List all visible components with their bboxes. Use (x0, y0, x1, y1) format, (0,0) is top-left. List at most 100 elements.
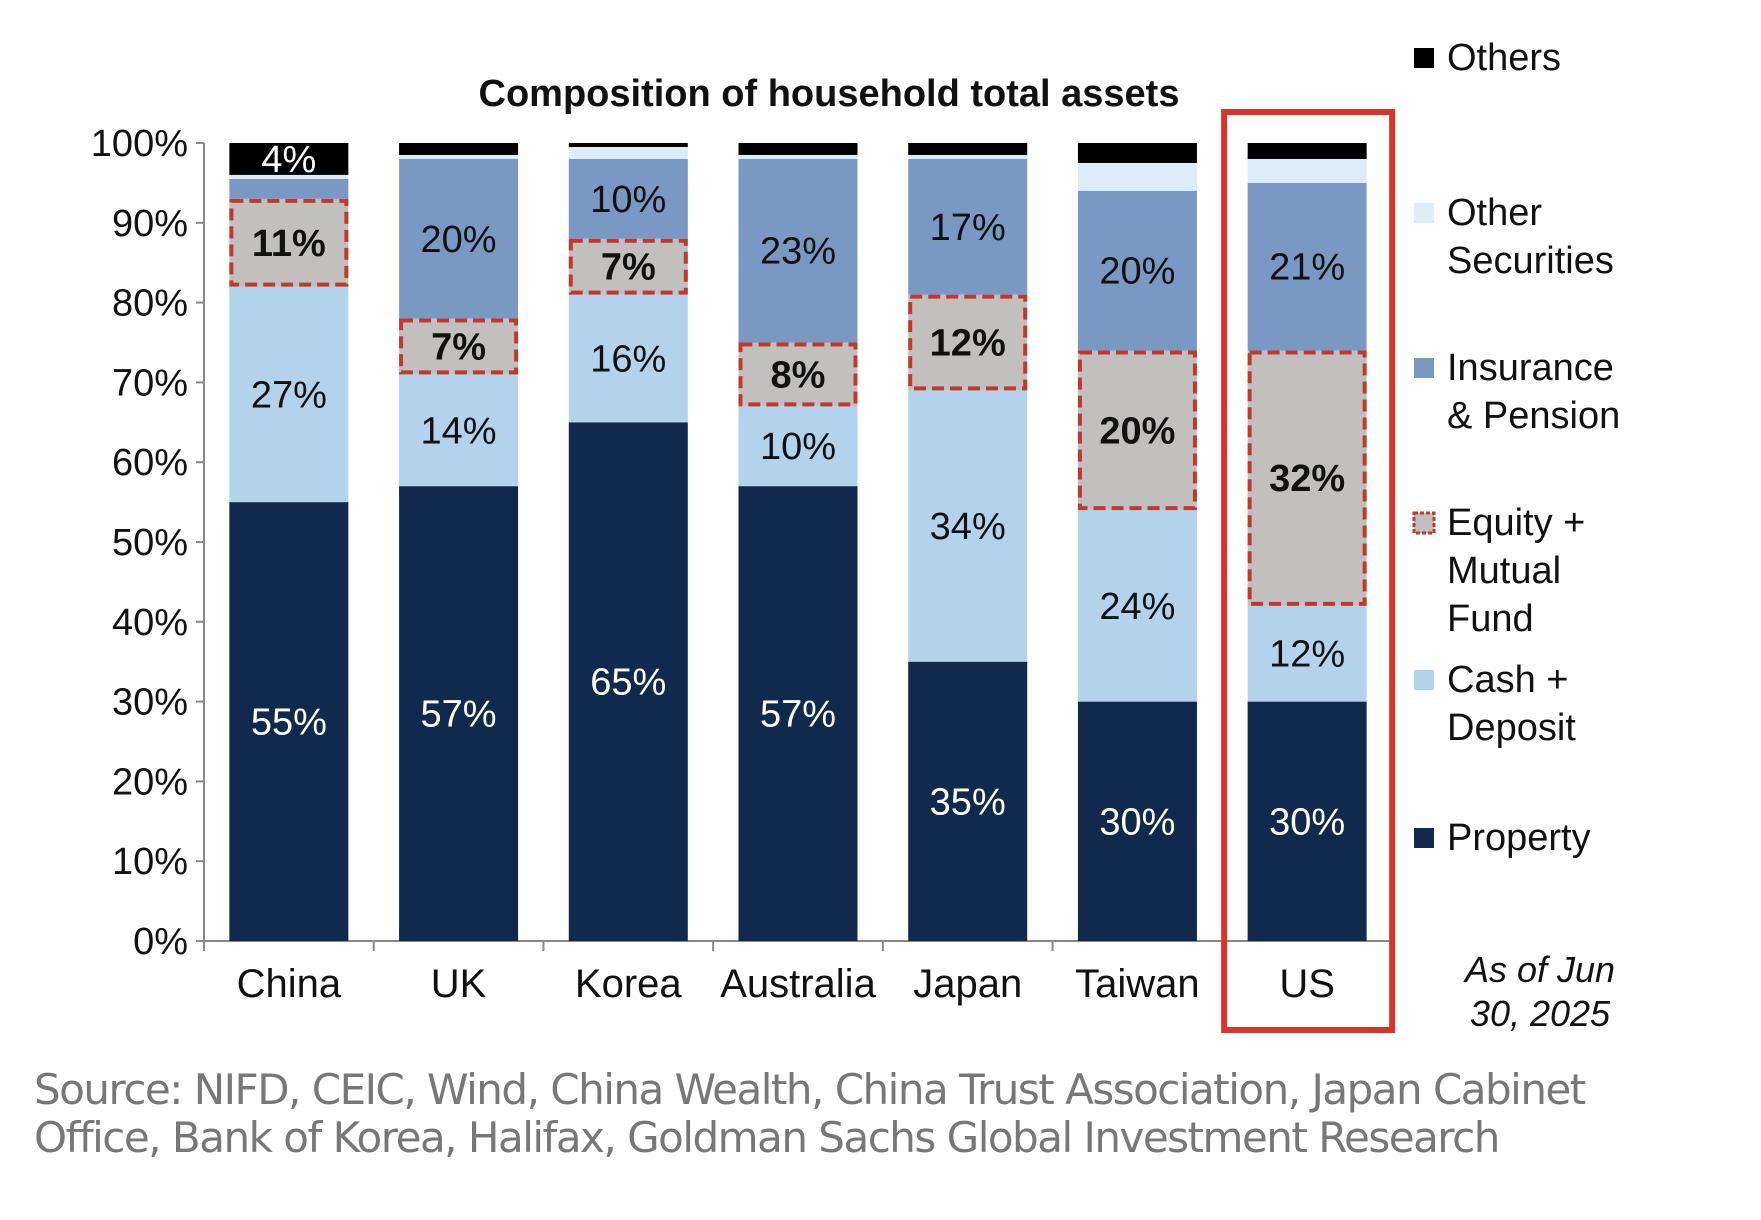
equity-highlight-border (229, 198, 349, 287)
bar-segment (1247, 605, 1367, 702)
bar-segment (399, 158, 519, 319)
date-note: 30, 2025 (1470, 993, 1611, 1034)
data-label: 24% (1099, 586, 1175, 628)
bar-segment (738, 486, 858, 941)
y-tick-label: 70% (112, 362, 188, 404)
data-label: 17% (930, 207, 1006, 249)
bar-segment (738, 158, 858, 343)
data-label: 8% (771, 354, 826, 396)
bar-segment (1077, 190, 1197, 351)
chart-title: Composition of household total assets (479, 73, 1180, 115)
data-label: 16% (590, 338, 666, 380)
bar-segment (1247, 182, 1367, 351)
data-label: 12% (1269, 634, 1345, 676)
bar-segment (568, 146, 688, 159)
y-tick-label: 10% (112, 841, 188, 883)
source-note: Source: NIFD, CEIC, Wind, China Wealth, … (34, 1066, 1754, 1162)
data-label: 10% (590, 179, 666, 221)
data-label: 14% (421, 410, 497, 452)
data-label: 10% (760, 426, 836, 468)
bar-segment (908, 154, 1028, 159)
data-label: 65% (590, 662, 666, 704)
x-category-label: Australia (720, 962, 876, 1006)
bar-segment (229, 502, 349, 941)
bar-segment (738, 154, 858, 159)
data-label: 12% (930, 323, 1006, 365)
bar-segment (738, 342, 858, 407)
y-tick-label: 100% (91, 123, 188, 165)
bar-segment (1077, 701, 1197, 941)
legend-label: Equity + (1447, 502, 1585, 544)
date-note: As of Jun (1463, 949, 1615, 990)
bar-segment (229, 143, 349, 175)
legend-label: Fund (1447, 598, 1534, 640)
legend-swatch (1414, 670, 1434, 690)
bar-segment (229, 178, 349, 199)
bar-segment (908, 390, 1028, 662)
bar-segment (1077, 143, 1197, 163)
bar-segment (908, 143, 1028, 155)
data-label: 55% (251, 702, 327, 744)
data-label: 30% (1269, 801, 1345, 843)
x-category-label: Japan (913, 962, 1022, 1006)
data-label: 20% (1099, 251, 1175, 293)
bar-segment (1247, 143, 1367, 159)
x-category-label: Taiwan (1075, 962, 1200, 1006)
equity-highlight-border (1077, 350, 1197, 511)
bar-segment (1077, 350, 1197, 511)
data-label: 30% (1099, 801, 1175, 843)
us-highlight-box (1221, 109, 1396, 1033)
legend-swatch (1414, 203, 1434, 223)
equity-highlight-border (399, 318, 519, 375)
bar-segment (568, 294, 688, 423)
bar-segment (568, 422, 688, 941)
y-tick-label: 0% (133, 921, 188, 963)
y-tick-label: 30% (112, 682, 188, 724)
equity-highlight-border (1247, 350, 1367, 606)
data-label: 20% (421, 219, 497, 261)
bar-segment (229, 286, 349, 503)
y-tick-label: 80% (112, 283, 188, 325)
source-line-1: Source: NIFD, CEIC, Wind, China Wealth, … (34, 1065, 1586, 1114)
data-label: 11% (252, 223, 326, 265)
x-category-label: US (1279, 962, 1335, 1006)
legend-swatch (1414, 358, 1434, 378)
legend-label: Other (1447, 192, 1542, 234)
bar-segment (568, 143, 688, 147)
source-line-2: Office, Bank of Korea, Halifax, Goldman … (34, 1113, 1500, 1162)
data-label: 21% (1269, 247, 1345, 289)
bar-segment (1247, 701, 1367, 941)
bar-segment (738, 143, 858, 155)
x-category-label: China (237, 962, 342, 1006)
bar-segment (399, 318, 519, 375)
y-tick-label: 60% (112, 442, 188, 484)
equity-highlight-border (908, 294, 1028, 391)
data-label: 32% (1269, 458, 1345, 500)
data-label: 34% (930, 506, 1006, 548)
bar-segment (568, 238, 688, 295)
legend-label: Deposit (1447, 707, 1576, 749)
bar-segment (738, 406, 858, 487)
data-label: 57% (421, 694, 497, 736)
data-label: 23% (760, 231, 836, 273)
bar-segment (908, 294, 1028, 391)
legend-swatch (1414, 828, 1434, 848)
bar-segment (1247, 158, 1367, 183)
bar-segment (908, 158, 1028, 295)
legend-label: Others (1447, 37, 1561, 79)
legend-label: Mutual (1447, 550, 1561, 592)
legend-label: Insurance (1447, 347, 1614, 389)
bar-segment (229, 174, 349, 179)
legend-swatch (1414, 48, 1434, 68)
y-tick-label: 20% (112, 761, 188, 803)
legend-label: Property (1447, 817, 1591, 859)
legend-label: Cash + (1447, 659, 1568, 701)
data-label: 7% (431, 326, 486, 368)
y-tick-label: 40% (112, 602, 188, 644)
bar-segment (399, 154, 519, 159)
bar-segment (1077, 510, 1197, 702)
data-label: 57% (760, 694, 836, 736)
legend-label: & Pension (1447, 395, 1620, 437)
